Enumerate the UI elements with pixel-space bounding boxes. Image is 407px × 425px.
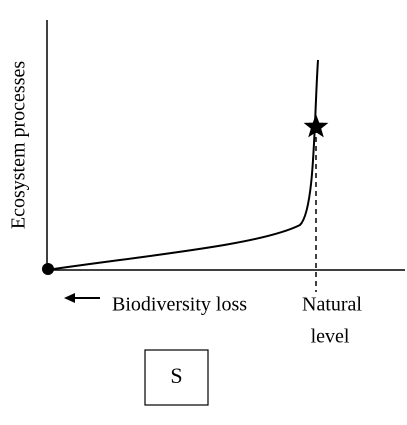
y-axis-label: Ecosystem processes [8,61,30,230]
marker-label-line2: level [311,326,350,348]
panel-box [144,349,209,406]
origin-dot [42,263,54,275]
panel-label: S [170,363,182,388]
marker-label-line1: Natural [302,294,362,316]
star-marker [303,114,329,138]
curve [46,59,319,271]
x-axis-label: Biodiversity loss [112,294,247,316]
arrow-head [64,293,75,303]
